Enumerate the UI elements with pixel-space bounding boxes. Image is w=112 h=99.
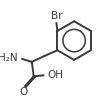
Text: Br: Br	[51, 11, 62, 21]
Text: OH: OH	[47, 70, 63, 80]
Text: O: O	[19, 87, 28, 97]
Text: H₂N: H₂N	[0, 53, 17, 63]
